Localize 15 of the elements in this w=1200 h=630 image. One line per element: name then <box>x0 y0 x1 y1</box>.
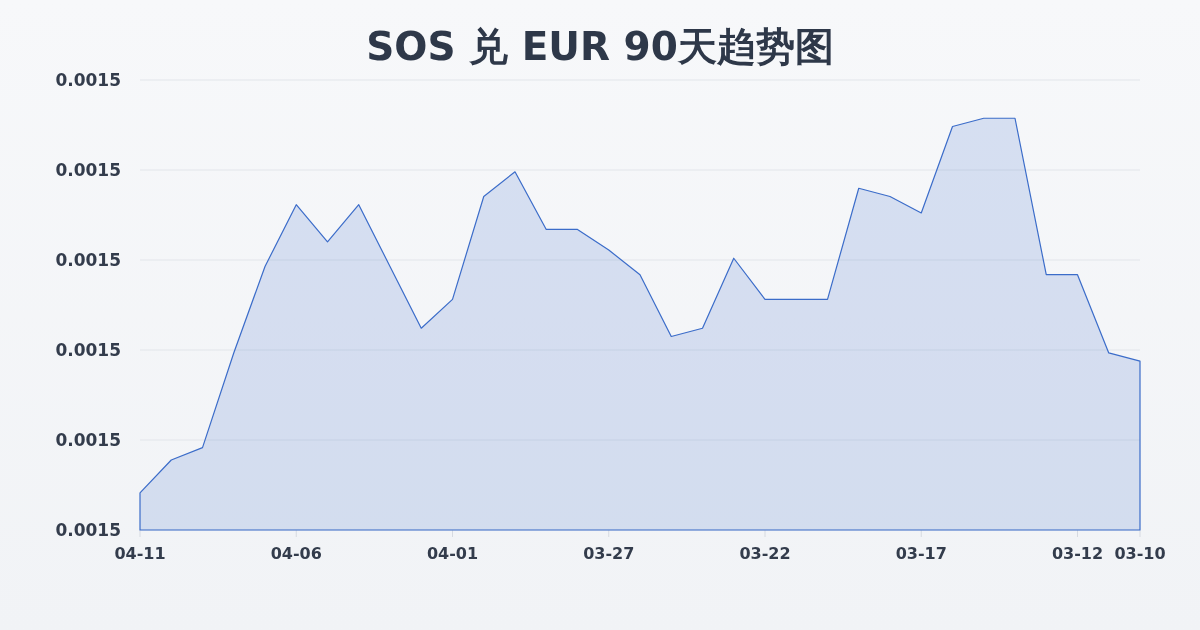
title: SOS 兑 EUR 90天趋势图 <box>366 24 834 69</box>
x-tick-label: 03-12 <box>1051 544 1104 563</box>
x-tick-label: 04-11 <box>114 544 166 563</box>
category-label: 0.0015 <box>55 250 121 270</box>
x-tick-label: 03-27 <box>583 544 635 563</box>
x-tick-label: 04-06 <box>270 544 322 563</box>
x-tick-label: 03-10 <box>1114 544 1166 563</box>
category-label: 0.0015 <box>55 520 121 540</box>
category-label: 0.0015 <box>55 70 121 90</box>
x-tick-label: 03-22 <box>739 544 791 563</box>
category-label: 0.0015 <box>55 430 121 450</box>
x-tick-label: 03-17 <box>895 544 947 563</box>
x-tick-label: 04-01 <box>426 544 479 563</box>
category-label: 0.0015 <box>55 340 121 360</box>
category-label: 0.0015 <box>55 160 121 180</box>
